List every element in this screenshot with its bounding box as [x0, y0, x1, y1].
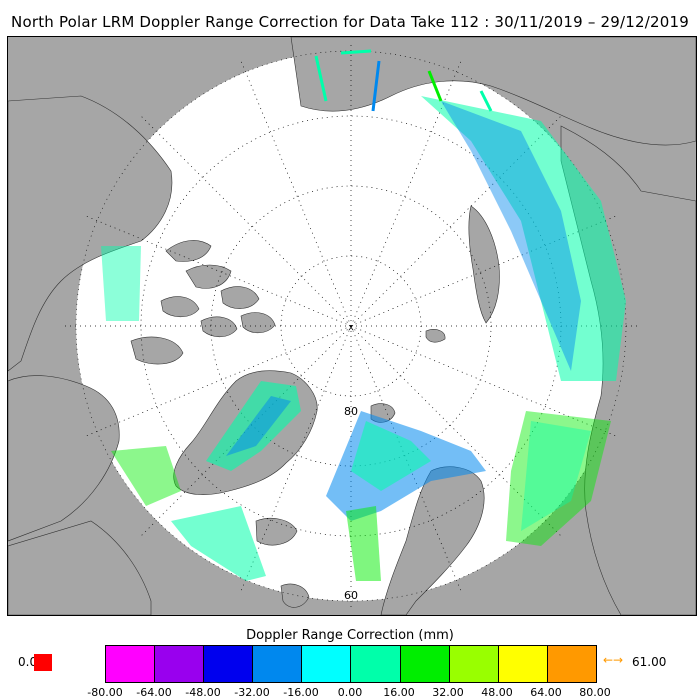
lat-label-80: 80 [344, 405, 358, 418]
colorbar-tick-label: -48.00 [185, 686, 221, 699]
colorbar-tick-label: 32.00 [432, 686, 464, 699]
colorbar-segment [400, 646, 450, 682]
lat-label-60: 60 [344, 589, 358, 602]
colorbar-segment [547, 646, 596, 682]
colorbar-segment [253, 646, 303, 682]
colorbar-tick-label: 64.00 [530, 686, 562, 699]
colorbar-segment [106, 646, 156, 682]
colorbar-tick-label: 80.00 [579, 686, 611, 699]
data-swaths [101, 49, 626, 581]
colorbar [105, 645, 597, 683]
over-range-arrow-icon: ←→ [603, 653, 624, 667]
colorbar-segment [351, 646, 401, 682]
colorbar-tick-label: -64.00 [136, 686, 172, 699]
colorbar-segment [155, 646, 205, 682]
colorbar-segment [204, 646, 254, 682]
polar-map-canvas: x 80 60 [8, 37, 696, 615]
colorbar-tick-label: -32.00 [234, 686, 270, 699]
colorbar-tick-label: -80.00 [87, 686, 123, 699]
colorbar-segment [498, 646, 548, 682]
colorbar-segment [449, 646, 499, 682]
colorbar-tick-label: -16.00 [283, 686, 319, 699]
over-range-label: 61.00 [632, 655, 667, 669]
colorbar-segment [302, 646, 352, 682]
colorbar-tick-label: 0.00 [337, 686, 363, 699]
polar-map: x 80 60 [7, 36, 697, 616]
under-range-swatch [34, 654, 52, 671]
map-title: North Polar LRM Doppler Range Correction… [11, 13, 689, 31]
colorbar-title: Doppler Range Correction (mm) [246, 628, 454, 643]
colorbar-tick-label: 16.00 [383, 686, 415, 699]
pole-marker: x [348, 323, 354, 333]
colorbar-tick-label: 48.00 [481, 686, 513, 699]
